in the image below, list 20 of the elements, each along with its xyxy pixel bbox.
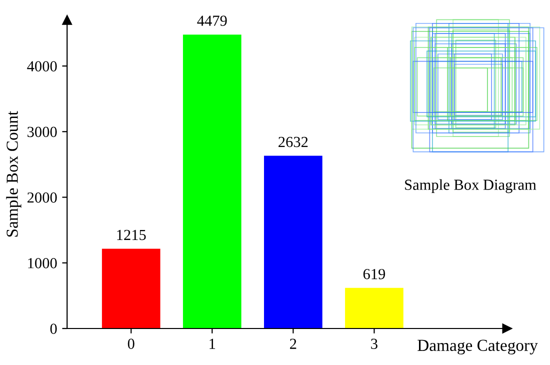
x-axis-title: Damage Category xyxy=(418,340,538,354)
x-tick-label: 2 xyxy=(290,338,296,349)
y-axis-title: Sample Box Count xyxy=(6,110,22,237)
data-label: 2632 xyxy=(278,136,308,148)
y-tick-label: 3000 xyxy=(28,126,57,138)
y-tick-label: 1000 xyxy=(28,258,57,268)
y-tick-label: 2000 xyxy=(27,192,57,203)
y-tick-label: 4000 xyxy=(27,61,57,72)
data-label: 4479 xyxy=(197,16,227,26)
bar xyxy=(345,288,404,328)
y-tick-label: 0 xyxy=(50,324,57,334)
bar xyxy=(102,248,160,328)
data-label: 619 xyxy=(363,268,386,280)
x-tick-label: 0 xyxy=(128,338,134,349)
annotation: Sample Box Diagram xyxy=(405,179,536,194)
bar xyxy=(182,34,242,328)
data-label: 1215 xyxy=(117,230,146,240)
x-tick-label: 3 xyxy=(371,338,378,349)
x-tick-label: 1 xyxy=(210,338,216,349)
bar xyxy=(264,156,322,328)
